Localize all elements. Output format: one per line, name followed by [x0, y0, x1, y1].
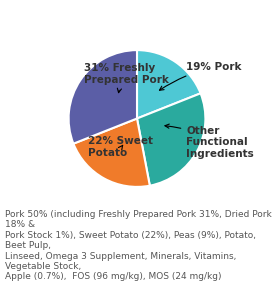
Text: Other
Functional
Ingredients: Other Functional Ingredients: [165, 124, 254, 159]
Text: 19% Pork: 19% Pork: [159, 62, 242, 90]
Text: 22% Sweet
Potato: 22% Sweet Potato: [88, 136, 153, 158]
Wedge shape: [137, 93, 206, 186]
Text: 31% Freshly
Prepared Pork: 31% Freshly Prepared Pork: [84, 63, 169, 93]
Wedge shape: [137, 50, 201, 118]
Text: Pork 50% (including Freshly Prepared Pork 31%, Dried Pork 18% &
Pork Stock 1%), : Pork 50% (including Freshly Prepared Por…: [5, 210, 272, 281]
Text: COMPOSITION: COMPOSITION: [76, 11, 198, 26]
Wedge shape: [73, 118, 150, 187]
Wedge shape: [68, 50, 137, 144]
